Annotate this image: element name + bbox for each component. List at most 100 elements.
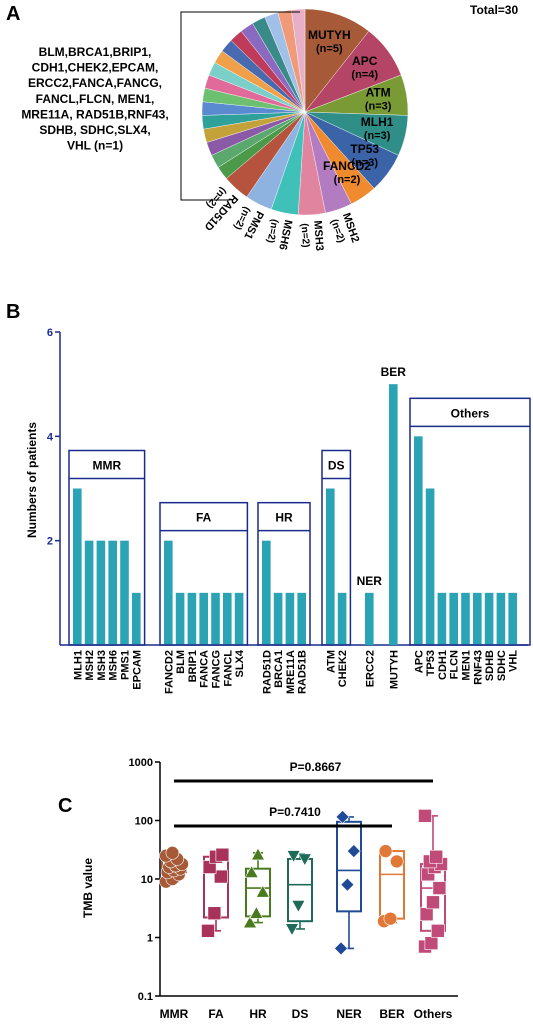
data-point	[424, 936, 439, 950]
pie-slice-count: (n=4)	[351, 69, 378, 81]
data-point	[249, 906, 264, 919]
pie-slice	[304, 8, 370, 113]
x-tick-label: MLH1	[72, 650, 84, 680]
y-tick-label: 6	[47, 327, 53, 339]
bar	[297, 592, 306, 645]
data-point	[250, 847, 266, 861]
x-tick-label: BRIP1	[187, 650, 199, 682]
x-tick-label: BER	[379, 1007, 405, 1021]
pie-slice-label: MSH3	[311, 220, 325, 251]
x-tick-label: MRE11A	[285, 650, 297, 694]
x-tick-label: HR	[249, 1007, 267, 1021]
y-tick-label: 100	[135, 816, 153, 828]
p-value-label: P=0.8667	[290, 760, 342, 774]
pie-slice-count: (n=2)	[334, 174, 361, 186]
x-tick-label: ERCC2	[364, 650, 376, 687]
group-label: HR	[275, 511, 293, 525]
group-box	[68, 449, 146, 646]
bar-chart-panel: B Numbers of patients 2 4 6 MLH1 MSH2 MSH3 MSH…	[6, 301, 531, 694]
bar	[326, 488, 335, 645]
pie-slice-label: APC	[352, 54, 378, 68]
x-tick-label: SDHB	[484, 650, 496, 681]
bar	[73, 488, 82, 645]
data-point	[426, 895, 440, 910]
x-tick-label: FANCL	[222, 650, 234, 687]
x-tick-label: FANCG	[211, 650, 223, 689]
bar	[508, 592, 517, 645]
pie-slice-label: TP53	[350, 142, 379, 156]
group-box	[159, 501, 249, 646]
data-point	[346, 844, 361, 859]
data-point	[165, 846, 180, 860]
callout-bracket-line	[180, 11, 300, 201]
data-point	[383, 911, 398, 926]
pie-outer-label: MSH2(n=2)	[328, 211, 361, 244]
data-point	[286, 850, 301, 863]
x-tick-label: SLX4	[234, 649, 246, 677]
data-point	[334, 941, 348, 956]
pie-slice-count: (n=2)	[298, 223, 311, 248]
y-tick-label: 0.1	[138, 991, 153, 1003]
group-box	[257, 501, 311, 646]
p-value-label: P=0.7410	[269, 805, 321, 819]
y-axis-title-b: Numbers of patients	[25, 422, 39, 538]
pie-slice-count: (n=3)	[364, 130, 391, 142]
x-tick-label: ATM	[325, 650, 337, 673]
pie-chart-panel: A Total=30 BLM,BRCA1,BRIP1, CDH1,CHEK2,EP…	[6, 3, 518, 251]
x-tick-label: FLCN	[449, 650, 461, 679]
pie-outer-label: PMS1(n=2)	[232, 205, 266, 241]
bar	[108, 540, 117, 645]
bar	[132, 592, 141, 645]
pie-slice-count: (n=5)	[316, 43, 343, 55]
data-point	[214, 869, 228, 884]
data-point	[255, 884, 270, 898]
pie-slice-label: MUTYH	[308, 28, 351, 42]
bar	[164, 540, 173, 645]
y-tick-label: 10	[141, 874, 153, 886]
bar	[285, 592, 295, 645]
bar	[473, 592, 482, 645]
group-label: BER	[381, 365, 407, 379]
x-tick-label: CHEK2	[337, 650, 349, 687]
x-tick-label: MEN1	[461, 650, 473, 681]
pie-slice	[291, 8, 306, 113]
pie-outer-label: MSH3(n=2)	[298, 220, 325, 251]
bar	[223, 592, 232, 645]
x-tick-label: BRCA1	[273, 650, 285, 688]
total-label: Total=30	[470, 3, 518, 17]
bar	[484, 592, 494, 645]
group-label: DS	[328, 459, 345, 473]
x-tick-label: FANCA	[199, 650, 211, 688]
bar	[425, 488, 435, 645]
panel-label-c: C	[58, 795, 72, 817]
bar-chart: 2 4 6 MLH1 MSH2 MSH3 MSH6 PMS1 EPCAM MMR FANCD2 BLM…	[47, 327, 531, 694]
data-point	[297, 853, 312, 867]
pie-labels: MUTYH(n=5)APC(n=4)ATM(n=3)MLH1(n=3)TP53(…	[202, 28, 394, 251]
bar	[437, 592, 447, 645]
bar	[199, 592, 208, 645]
x-tick-label: MMR	[160, 1007, 189, 1021]
x-tick-label: FA	[208, 1007, 224, 1021]
x-tick-label: MUTYH	[388, 650, 400, 689]
bar	[187, 592, 197, 645]
bar	[96, 540, 106, 645]
group-label: FA	[196, 511, 212, 525]
group-label: Others	[451, 406, 490, 420]
data-point	[389, 854, 404, 869]
bar	[262, 540, 271, 645]
bar	[175, 592, 185, 645]
y-tick-label: 2	[47, 536, 53, 548]
callout-text-line: SDHB, SDHC,SLX4,	[39, 123, 150, 137]
pie-slices	[201, 8, 409, 216]
callout-text-line: ERCC2,FANCA,FANCG,	[28, 76, 162, 90]
x-tick-label: BLM	[175, 650, 187, 674]
bar	[461, 592, 470, 645]
x-tick-label: TP53	[425, 650, 437, 676]
bar	[449, 592, 458, 645]
x-tick-label: RNF43	[472, 650, 484, 685]
x-tick-label: MSH3	[96, 650, 108, 681]
pie-slice-label: ATM	[366, 86, 391, 100]
data-point	[378, 844, 393, 858]
x-tick-label: MSH2	[84, 650, 96, 681]
x-tick-label: SDHC	[496, 650, 508, 681]
